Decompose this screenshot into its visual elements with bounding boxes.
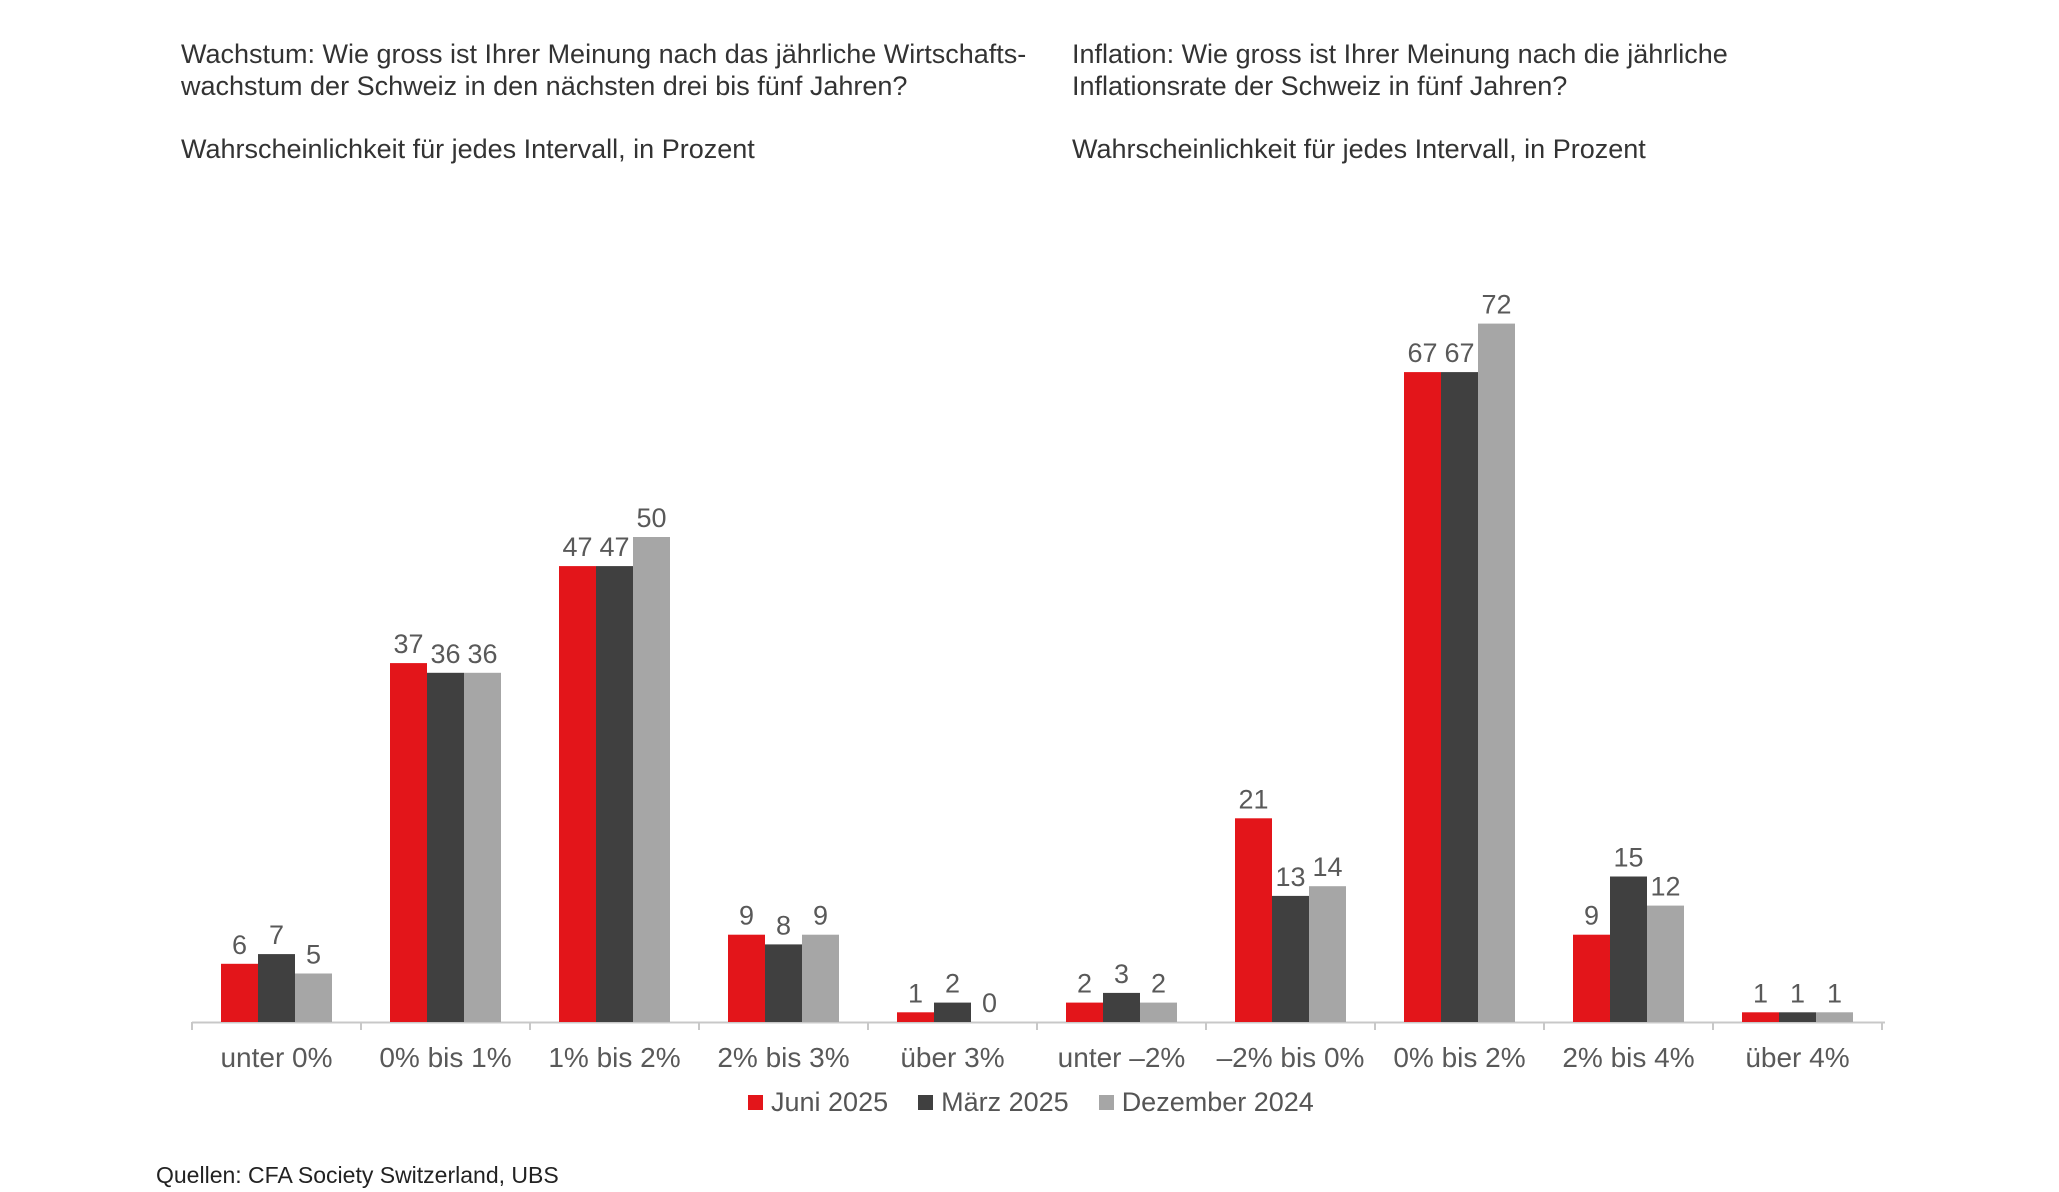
data-label: 12 <box>1650 872 1680 902</box>
bar <box>1647 905 1684 1022</box>
data-label: 9 <box>739 901 754 931</box>
bar <box>934 1002 971 1022</box>
data-label: 15 <box>1613 843 1643 873</box>
bar <box>464 672 501 1022</box>
chart-legend: Juni 2025 März 2025 Dezember 2024 <box>748 1087 1314 1118</box>
x-tick-label: 0% bis 2% <box>1393 1042 1525 1073</box>
bar <box>295 973 332 1022</box>
data-label: 67 <box>1407 338 1437 368</box>
data-label: 3 <box>1114 959 1129 989</box>
x-tick-label: 2% bis 3% <box>717 1042 849 1073</box>
x-tick-label: 0% bis 1% <box>379 1042 511 1073</box>
data-label: 72 <box>1481 290 1511 320</box>
legend-label-juni-2025: Juni 2025 <box>771 1087 889 1117</box>
data-label: 1 <box>908 978 923 1008</box>
left-chart-subtitle: Wahrscheinlichkeit für jedes Intervall, … <box>181 134 755 164</box>
x-tick-label: 1% bis 2% <box>548 1042 680 1073</box>
bar <box>633 537 670 1022</box>
bar <box>897 1012 934 1022</box>
data-label: 0 <box>982 988 997 1018</box>
x-tick-label: 2% bis 4% <box>1562 1042 1694 1073</box>
bar <box>1103 992 1140 1022</box>
data-label: 50 <box>636 503 666 533</box>
legend-label-dezember-2024: Dezember 2024 <box>1121 1087 1314 1117</box>
bar <box>1742 1012 1779 1022</box>
data-label: 2 <box>945 969 960 999</box>
data-label: 1 <box>1827 978 1842 1008</box>
legend-swatch-maerz-2025 <box>918 1095 934 1110</box>
data-label: 14 <box>1312 852 1342 882</box>
legend-item-dezember-2024: Dezember 2024 <box>1098 1087 1314 1118</box>
bar <box>258 954 295 1022</box>
right-chart-subtitle: Wahrscheinlichkeit für jedes Intervall, … <box>1072 134 1646 164</box>
x-tick-label: über 3% <box>900 1042 1004 1073</box>
data-label: 47 <box>599 532 629 562</box>
data-label: 9 <box>1584 901 1599 931</box>
legend-item-juni-2025: Juni 2025 <box>748 1087 888 1118</box>
bar <box>1779 1012 1816 1022</box>
bar <box>728 934 765 1022</box>
data-label: 36 <box>430 639 460 669</box>
data-label: 5 <box>306 940 321 970</box>
data-label: 6 <box>232 930 247 960</box>
data-label: 1 <box>1790 978 1805 1008</box>
bar <box>802 934 839 1022</box>
bar <box>221 963 258 1022</box>
bar <box>1573 934 1610 1022</box>
data-label: 1 <box>1753 978 1768 1008</box>
bar <box>390 663 427 1022</box>
bar <box>1235 818 1272 1022</box>
bar <box>1610 876 1647 1022</box>
data-label: 2 <box>1151 969 1166 999</box>
data-label: 7 <box>269 920 284 950</box>
bar <box>1816 1012 1853 1022</box>
bar <box>1066 1002 1103 1022</box>
data-label: 37 <box>393 629 423 659</box>
right-chart-title: Inflation: Wie gross ist Ihrer Meinung n… <box>1072 39 1728 101</box>
data-label: 9 <box>813 901 828 931</box>
bar <box>1140 1002 1177 1022</box>
legend-swatch-dezember-2024 <box>1098 1095 1114 1110</box>
bar <box>1441 372 1478 1023</box>
legend-item-maerz-2025: März 2025 <box>918 1087 1069 1118</box>
legend-label-maerz-2025: März 2025 <box>941 1087 1069 1117</box>
source-note: Quellen: CFA Society Switzerland, UBS <box>156 1162 559 1188</box>
x-tick-label: unter –2% <box>1058 1042 1186 1073</box>
bar <box>1309 886 1346 1022</box>
data-label: 8 <box>776 910 791 940</box>
data-label: 36 <box>467 639 497 669</box>
data-label: 67 <box>1444 338 1474 368</box>
bar <box>1478 323 1515 1023</box>
bar <box>427 672 464 1022</box>
x-tick-label: –2% bis 0% <box>1217 1042 1365 1073</box>
data-label: 47 <box>562 532 592 562</box>
left-chart-title: Wachstum: Wie gross ist Ihrer Meinung na… <box>181 39 1027 101</box>
bar <box>1272 895 1309 1022</box>
data-label: 2 <box>1077 969 1092 999</box>
legend-swatch-juni-2025 <box>748 1095 763 1110</box>
data-label: 13 <box>1275 862 1305 892</box>
bar <box>765 944 802 1022</box>
data-label: 21 <box>1238 784 1268 814</box>
bar <box>1404 372 1441 1023</box>
x-tick-label: über 4% <box>1745 1042 1849 1073</box>
x-tick-label: unter 0% <box>220 1042 332 1073</box>
bar <box>596 566 633 1022</box>
bar <box>559 566 596 1022</box>
